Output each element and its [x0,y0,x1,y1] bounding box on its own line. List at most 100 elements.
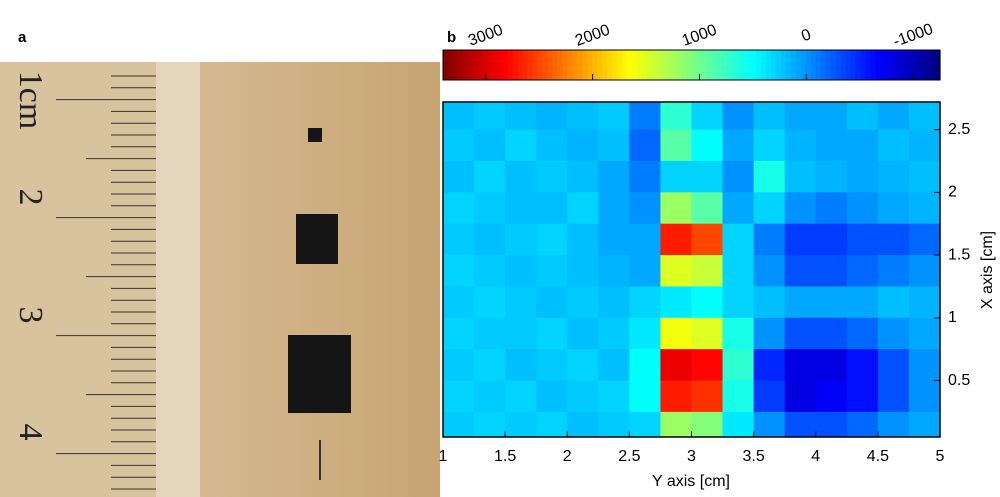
colorbar-segment [651,50,658,80]
heatmap-cell [598,192,630,225]
heatmap-cell [598,160,630,193]
colorbar-segment [592,50,598,80]
heatmap-cell [629,380,661,413]
heatmap-cell [660,317,692,350]
colorbar-segment [875,50,881,80]
heatmap-cell [722,317,755,350]
heatmap-cell [629,411,661,437]
x-tick-label: 1 [439,448,448,465]
heatmap-cell [536,255,568,287]
heatmap-cell [629,102,661,131]
colorbar-segment [681,50,688,80]
heatmap-cell [846,317,879,350]
heatmap-cell [536,102,568,131]
colorbar-segment [621,50,628,80]
colorbar-segment [920,50,926,80]
colorbar-segment [696,50,703,80]
colorbar-segment [497,50,504,80]
heatmap-cell [505,223,537,256]
panel-label: a [18,29,27,46]
heatmap-cell [567,380,599,413]
heatmap-cell [815,411,848,437]
colorbar-segment [507,50,514,80]
heatmap-cell [567,286,599,319]
colorbar-segment [641,50,648,80]
heatmap-cell [598,223,630,256]
heatmap-cell [691,129,724,162]
colorbar-segment [711,50,717,80]
heatmap-cell [722,223,755,256]
heatmap-cell [629,286,661,319]
colorbar-segment [790,50,797,80]
heatmap-cell [474,129,506,162]
y-tick-label: 1.5 [948,246,970,263]
heatmap [443,102,940,437]
heatmap-cell [505,129,537,162]
heatmap-cell [691,255,724,287]
heatmap-cell [567,129,599,162]
heatmap-cell [784,349,817,382]
ruler-label: 4 [12,424,49,441]
colorbar-segment [597,50,603,80]
colorbar-tick-label: 0 [799,26,813,45]
y-tick-label: 0.5 [948,372,970,389]
colorbar-segment [721,50,727,80]
heatmap-cell [691,411,724,437]
colorbar-segment [761,50,767,80]
x-axis-label: Y axis [cm] [652,473,730,490]
heatmap-cell [536,160,568,193]
heatmap-cell [784,255,817,287]
colorbar-segment [502,50,509,80]
colorbar-segment [557,50,563,80]
heatmap-cell [846,411,879,437]
heatmap-cell [753,160,786,193]
heatmap-cell [505,317,537,350]
ruler-label: 2 [12,189,49,206]
x-tick-label: 5 [936,448,945,465]
colorbar-segment [890,50,896,80]
colorbar-segment [905,50,911,80]
heatmap-cell [629,255,661,287]
colorbar-segment [766,50,772,80]
colorbar-segment [860,50,867,80]
heatmap-cell [784,286,817,319]
colorbar-segment [810,50,817,80]
heatmap-cell [598,380,630,413]
heatmap-cell [784,380,817,413]
heatmap-cell [567,349,599,382]
heatmap-cell [753,380,786,413]
colorbar-segment [930,50,936,80]
colorbar-segment [487,50,494,80]
heatmap-cell [567,411,599,437]
heatmap-cell [691,317,724,350]
heatmap-cell [753,411,786,437]
heatmap-cell [536,349,568,382]
colorbar-segment [800,50,807,80]
heatmap-cell [598,286,630,319]
heatmap-cell [567,160,599,193]
heatmap-cell [691,160,724,193]
heatmap-cell [443,129,475,162]
x-tick-label: 3.5 [743,448,765,465]
colorbar-segment [467,50,474,80]
heatmap-cell [474,223,506,256]
heatmap-cell [815,129,848,162]
heatmap-cell [474,349,506,382]
heatmap-cell [505,160,537,193]
heatmap-cell [908,411,940,437]
colorbar-segment [587,50,593,80]
colorbar-segment [741,50,747,80]
heatmap-cell [660,102,692,131]
heatmap-cell [443,411,475,437]
heatmap-cell [753,286,786,319]
colorbar-segment [582,50,588,80]
colorbar-segment [512,50,519,80]
colorbar-segment [825,50,832,80]
heatmap-cell [877,102,910,131]
heatmap-cell [474,192,506,225]
heatmap-cell [753,317,786,350]
heatmap-cell [815,102,848,131]
heatmap-cell [691,349,724,382]
heatmap-cell [908,286,940,319]
